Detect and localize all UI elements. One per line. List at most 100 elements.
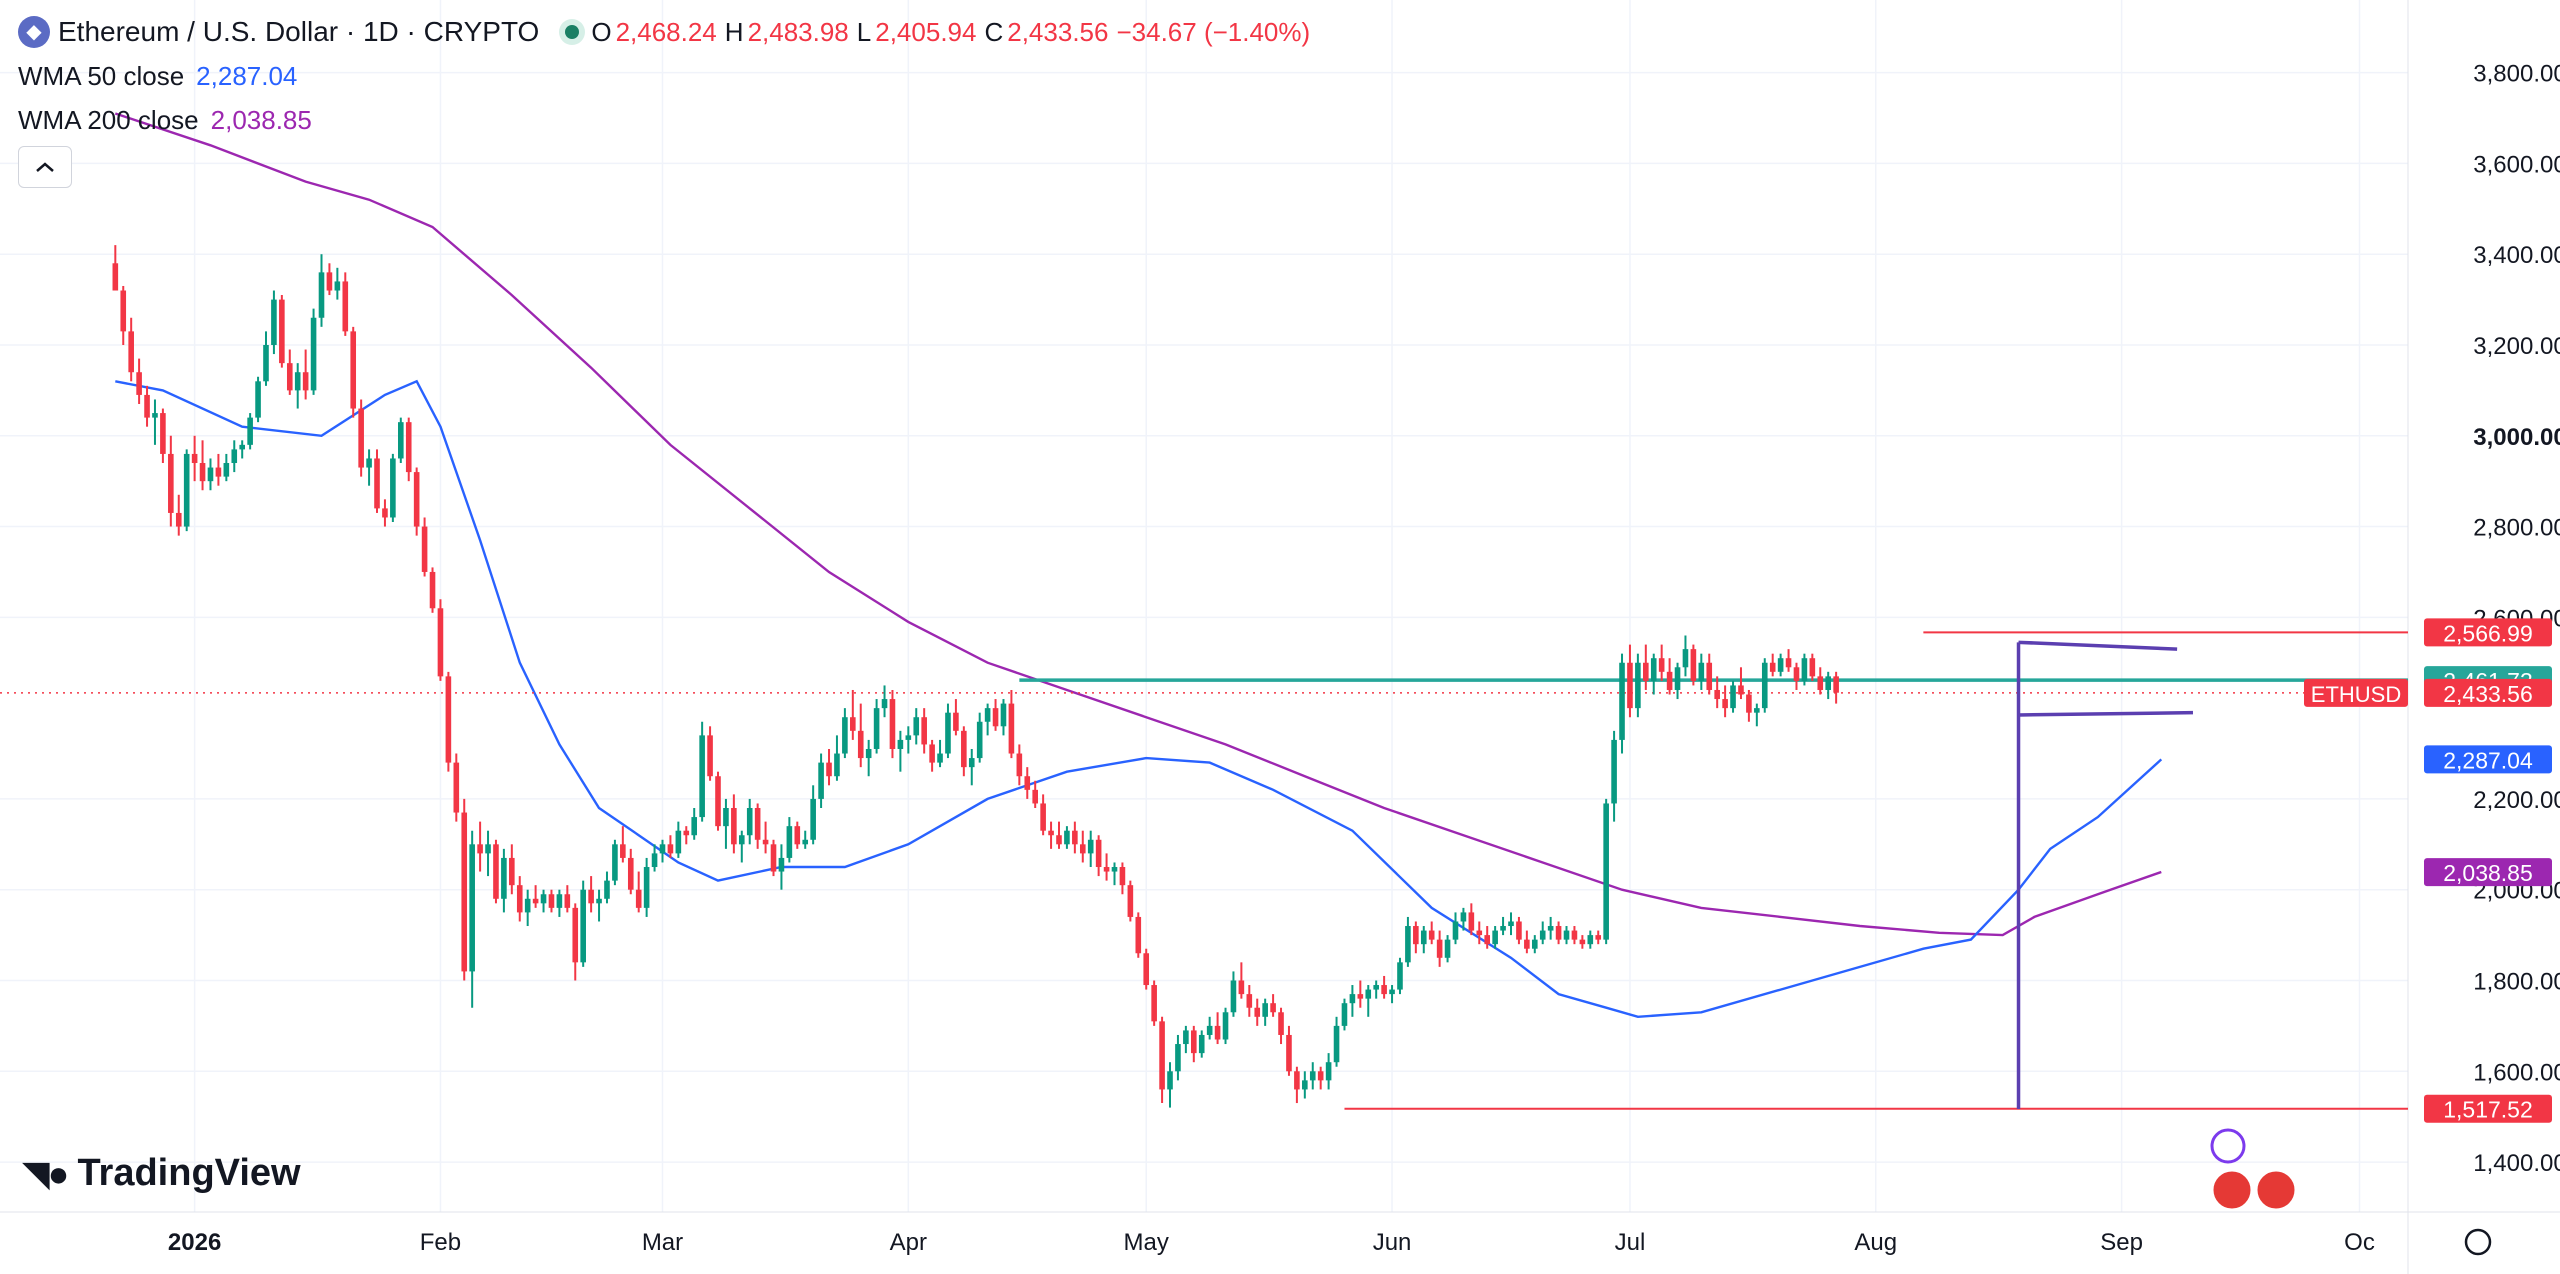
symbol-row[interactable]: ◆ Ethereum / U.S. Dollar · 1D · CRYPTO O… [18,14,1318,50]
candle-body [1611,739,1617,804]
candle-body [1206,1025,1213,1035]
candle-body [1627,662,1633,709]
time-tick-label: Jul [1615,1229,1646,1256]
wma-200-line [114,112,2162,937]
candle-body [112,263,119,291]
candle-body [1079,844,1086,854]
candle-body [913,717,920,736]
candle-body [1484,935,1491,945]
wma-50-path [115,379,2163,1019]
indicator-name: WMA 200 close [18,105,199,135]
candle-body [762,839,769,845]
candle-body [953,712,959,731]
indicator-value: 2,038.85 [210,105,312,135]
collapse-legend-button[interactable] [18,146,72,188]
candle-body [136,372,142,395]
candle-body [1444,939,1451,958]
price-label-bg [2424,618,2552,647]
candle-body [405,422,412,473]
indicator-name: WMA 50 close [18,61,185,91]
time-tick-label: Feb [420,1229,461,1256]
price-label-text: 2,038.85 [2443,860,2533,886]
candle-body [1111,867,1118,872]
price-label-bg [2424,1094,2552,1123]
symbol-title[interactable]: Ethereum / U.S. Dollar · 1D · CRYPTO [58,16,540,47]
candle-body [921,717,927,745]
indicator-wma200[interactable]: WMA 200 close 2,038.85 [18,102,1318,138]
indicator-wma50[interactable]: WMA 50 close 2,287.04 [18,58,1318,94]
candle-body [1539,930,1546,940]
candle-body [374,458,380,509]
candle-body [358,408,364,468]
candle-body [1563,930,1570,940]
change-value: −34.67 (−1.40%) [1116,17,1311,47]
candle-body [231,449,238,464]
candle-body [572,907,579,963]
symbol-tag-bg [2304,678,2408,707]
candle-body [516,885,523,913]
tradingview-logo-icon: ◥● [22,1152,69,1194]
candle-body [160,413,166,454]
candle-body [1246,994,1253,1008]
candle-body [754,808,761,840]
candle-body [1587,935,1594,945]
candle-body [1761,662,1768,709]
candle-body [398,422,404,459]
candle-body [818,762,824,799]
candle-body [850,717,856,731]
candle-body [279,299,285,364]
candle-body [1040,803,1046,831]
market-status-icon[interactable] [565,25,580,39]
candle-body [191,453,198,464]
price-label-bg [2424,858,2552,887]
candle-body [580,889,586,963]
tradingview-logo[interactable]: ◥● TradingView [22,1152,301,1195]
candle-body [1555,926,1562,940]
candle-body [1127,885,1134,917]
candle-body [905,735,912,740]
candle-body [532,898,539,904]
candle-body [1016,753,1023,777]
price-tick-label: 3,600.00 [2473,151,2560,178]
candle-body [1357,994,1364,999]
candle-body [477,844,483,854]
candle-body [643,867,650,908]
candle-body [1833,676,1839,693]
candle-body [1524,939,1530,949]
candle-body [1095,839,1102,868]
candle-body [699,735,705,818]
candle-body [1000,703,1007,727]
candle-body [120,290,127,332]
candle-body [612,844,618,881]
candle-body [1674,667,1681,690]
candle-body [469,844,475,972]
candle-body [1754,708,1760,713]
candle-body [651,853,658,868]
candle-body [1452,921,1459,940]
candle-body [461,812,468,972]
candle-body [453,762,460,813]
candle-body [207,467,214,482]
price-tick-label: 2,800.00 [2473,515,2560,542]
candle-body [1302,1080,1308,1090]
price-tick-label: 3,200.00 [2473,333,2560,360]
candle-body [1056,835,1062,845]
price-tick-label: 1,400.00 [2473,1150,2560,1177]
candle-body [1087,839,1094,854]
candle-body [485,844,491,854]
candle-body [984,708,991,722]
candle-body [1230,980,1237,1013]
price-tick-label: 2,200.00 [2473,787,2560,814]
candle-body [1650,658,1657,681]
candle-body [968,758,975,768]
candle-body [247,417,253,445]
candle-body [390,458,396,518]
close-value: 2,433.56 [1007,17,1109,47]
candle-body [548,894,555,908]
candle-body [1428,930,1435,940]
symbol-tag-text: ETHUSD [2311,682,2401,707]
pattern-line [2018,640,2178,651]
candle-body [1682,649,1689,668]
close-label: C [984,17,1004,47]
